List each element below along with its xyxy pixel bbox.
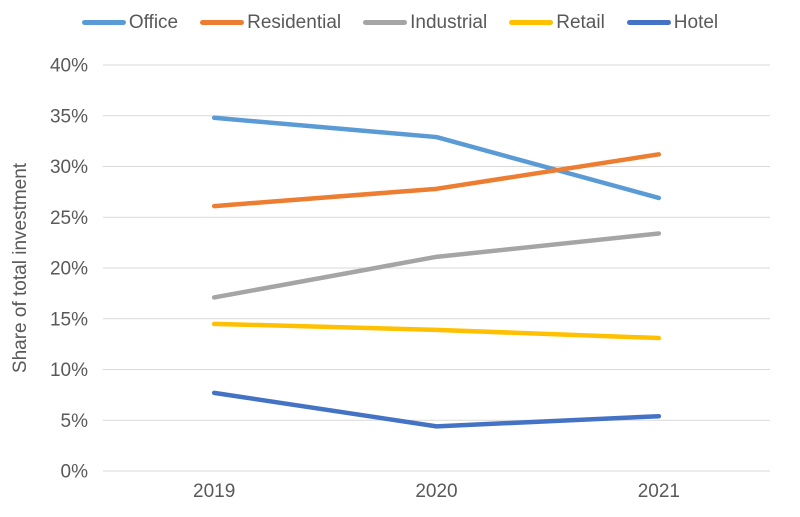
y-axis-title: Share of total investment bbox=[10, 162, 31, 373]
y-tick-label-15pct: 15% bbox=[50, 309, 88, 330]
y-tick-label-25pct: 25% bbox=[50, 208, 88, 229]
x-tick-label-2020: 2020 bbox=[415, 481, 457, 502]
x-tick-label-2021: 2021 bbox=[638, 481, 680, 502]
x-tick-label-2019: 2019 bbox=[193, 481, 235, 502]
legend-label-retail: Retail bbox=[556, 11, 605, 33]
y-tick-label-10pct: 10% bbox=[50, 360, 88, 381]
legend-label-residential: Residential bbox=[247, 11, 342, 33]
legend-item-office: Office bbox=[81, 11, 179, 33]
legend-item-retail: Retail bbox=[509, 13, 605, 32]
legend-swatch-office-icon bbox=[81, 19, 126, 25]
legend-item-hotel: Hotel bbox=[626, 11, 719, 33]
legend-item-industrial: Industrial bbox=[363, 13, 487, 32]
legend-label-hotel: Hotel bbox=[673, 11, 719, 33]
legend-label-industrial: Industrial bbox=[410, 11, 488, 33]
legend-swatch-hotel-icon bbox=[626, 19, 671, 25]
y-tick-label-0pct: 0% bbox=[61, 462, 89, 483]
series-line-retail bbox=[211, 321, 662, 341]
series-line-industrial bbox=[211, 231, 662, 300]
legend-swatch-retail-icon bbox=[509, 19, 554, 25]
y-tick-label-40pct: 40% bbox=[50, 56, 88, 77]
legend-swatch-residential-icon bbox=[200, 19, 245, 25]
legend-swatch-industrial-icon bbox=[363, 19, 408, 25]
series-line-office bbox=[211, 115, 662, 201]
legend-label-office: Office bbox=[128, 11, 179, 33]
y-tick-label-30pct: 30% bbox=[50, 157, 88, 178]
y-tick-label-5pct: 5% bbox=[61, 411, 89, 432]
y-tick-label-35pct: 35% bbox=[50, 106, 88, 127]
legend-item-residential: Residential bbox=[200, 13, 341, 32]
series-line-residential bbox=[211, 152, 662, 209]
series-line-hotel bbox=[211, 390, 662, 429]
legend: Office Residential Industrial Retail Hotel bbox=[0, 7, 800, 37]
y-tick-label-20pct: 20% bbox=[50, 259, 88, 280]
